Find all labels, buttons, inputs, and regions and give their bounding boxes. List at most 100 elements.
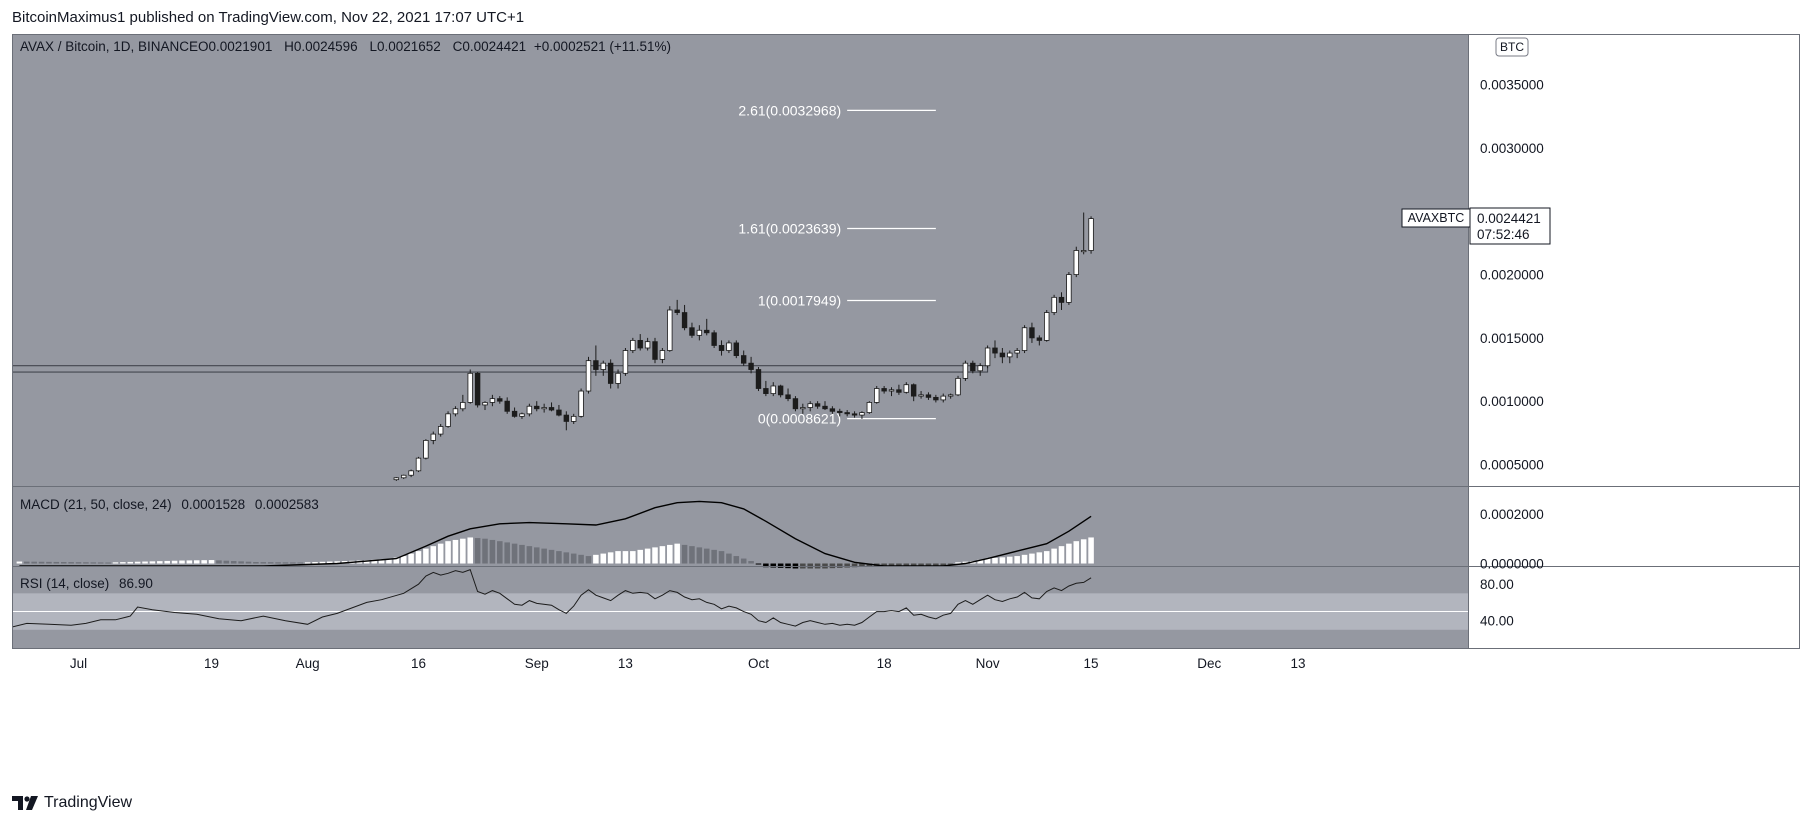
candle xyxy=(1021,325,1028,354)
macd-histogram-bar xyxy=(134,561,141,564)
candle-body xyxy=(630,339,636,351)
candle-body xyxy=(940,395,946,401)
candle-body xyxy=(571,415,577,422)
candle xyxy=(659,347,666,364)
candle-body xyxy=(489,398,496,403)
macd-histogram-bar xyxy=(652,547,658,564)
macd-histogram-bar xyxy=(445,541,451,564)
candle xyxy=(423,439,429,460)
candle-body xyxy=(925,394,932,398)
candle xyxy=(556,404,562,417)
chart-area[interactable]: 2.61(0.0032968) 1.61(0.0023639) 1(0.001794… xyxy=(11,34,1800,750)
currency-button[interactable]: BTC xyxy=(1495,37,1529,57)
macd-histogram-bar xyxy=(837,563,843,568)
macd-histogram-bar xyxy=(245,561,252,564)
candle xyxy=(1080,212,1087,255)
change-value: +0.0002521 (+11.51%) xyxy=(534,39,671,54)
macd-histogram-bar xyxy=(149,561,156,564)
candle xyxy=(548,402,555,412)
macd-histogram-bar xyxy=(637,549,643,564)
candle xyxy=(763,380,769,397)
time-tick-label: 13 xyxy=(1290,656,1305,671)
candle xyxy=(947,393,954,399)
macd-histogram-bar xyxy=(304,562,311,564)
macd-histogram-bar xyxy=(977,559,983,564)
price-tick-label: 0.0010000 xyxy=(1480,394,1544,409)
candle-body xyxy=(393,477,400,481)
candle-body xyxy=(445,413,451,427)
candle xyxy=(999,347,1006,364)
candle-body xyxy=(1080,250,1087,253)
macd-value-1: 0.0001528 xyxy=(181,497,245,512)
macd-histogram-bar xyxy=(275,562,281,564)
price-tick-label: 0.0005000 xyxy=(1480,457,1544,472)
time-tick-label: Oct xyxy=(748,656,769,671)
candle-body xyxy=(607,362,614,384)
macd-histogram-bar xyxy=(120,562,126,564)
macd-histogram-bar xyxy=(312,562,318,564)
candle-body xyxy=(615,372,621,384)
macd-panel[interactable] xyxy=(12,486,1468,566)
macd-histogram-bar xyxy=(615,551,621,564)
candle xyxy=(910,383,917,402)
macd-label: MACD (21, 50, close, 24) xyxy=(20,497,172,512)
candle-body xyxy=(460,402,466,410)
candle xyxy=(741,350,747,366)
time-tick-label: 16 xyxy=(411,656,426,671)
candle-body xyxy=(1021,327,1028,351)
tradingview-logo[interactable]: TradingView xyxy=(12,794,132,812)
macd-histogram-bar xyxy=(24,561,30,564)
candle xyxy=(511,407,518,418)
macd-histogram-bar xyxy=(881,563,887,566)
price-tick-label: 0.0030000 xyxy=(1480,141,1544,156)
macd-tick-label: 0.0000000 xyxy=(1480,557,1544,572)
candle-body xyxy=(947,394,954,397)
candle xyxy=(704,318,710,336)
candle xyxy=(807,401,813,412)
fib-level-label: 0(0.0008621) xyxy=(758,411,841,427)
price-axis[interactable] xyxy=(1468,34,1800,750)
macd-signal-line xyxy=(19,500,1092,567)
macd-tick-label: 0.0002000 xyxy=(1480,507,1544,522)
candle xyxy=(822,401,828,411)
macd-histogram-bar xyxy=(844,563,850,568)
candle-body xyxy=(482,402,488,406)
macd-histogram-bar xyxy=(718,551,725,564)
candle xyxy=(1014,347,1020,359)
macd-histogram-bar xyxy=(75,562,82,564)
macd-histogram-bar xyxy=(630,551,636,564)
rsi-line xyxy=(11,568,1092,628)
macd-histogram-bar xyxy=(186,560,193,564)
candle xyxy=(896,384,902,395)
candle-body xyxy=(556,409,562,416)
macd-histogram-bar xyxy=(659,546,666,564)
candle xyxy=(1088,216,1094,254)
candle-body xyxy=(1073,250,1079,275)
candle xyxy=(918,391,924,399)
candle-body xyxy=(866,402,873,413)
candle-body xyxy=(718,345,725,351)
low-label: L xyxy=(369,39,377,54)
candle-body xyxy=(933,396,939,401)
candle xyxy=(474,372,481,408)
macd-histogram-bar xyxy=(179,560,185,564)
fib-level-label: 1(0.0017949) xyxy=(758,293,841,309)
macd-histogram-bar xyxy=(142,561,148,564)
candle xyxy=(792,396,799,412)
candle xyxy=(933,394,939,403)
macd-histogram-bar xyxy=(667,544,673,564)
candle-body xyxy=(844,412,850,415)
candle-body xyxy=(800,407,806,410)
candle-body xyxy=(689,327,695,336)
chart-svg[interactable]: 2.61(0.0032968) 1.61(0.0023639) 1(0.001794… xyxy=(11,34,1800,750)
candle xyxy=(541,403,547,413)
macd-histogram-bar xyxy=(371,559,377,564)
candle xyxy=(526,403,533,417)
candle-body xyxy=(984,347,991,367)
candle xyxy=(460,394,466,412)
candle-body xyxy=(1066,274,1072,303)
price-panel[interactable] xyxy=(12,34,1468,486)
macd-histogram-bar xyxy=(600,553,607,564)
candle xyxy=(777,384,784,398)
macd-histogram-bar xyxy=(38,561,45,564)
